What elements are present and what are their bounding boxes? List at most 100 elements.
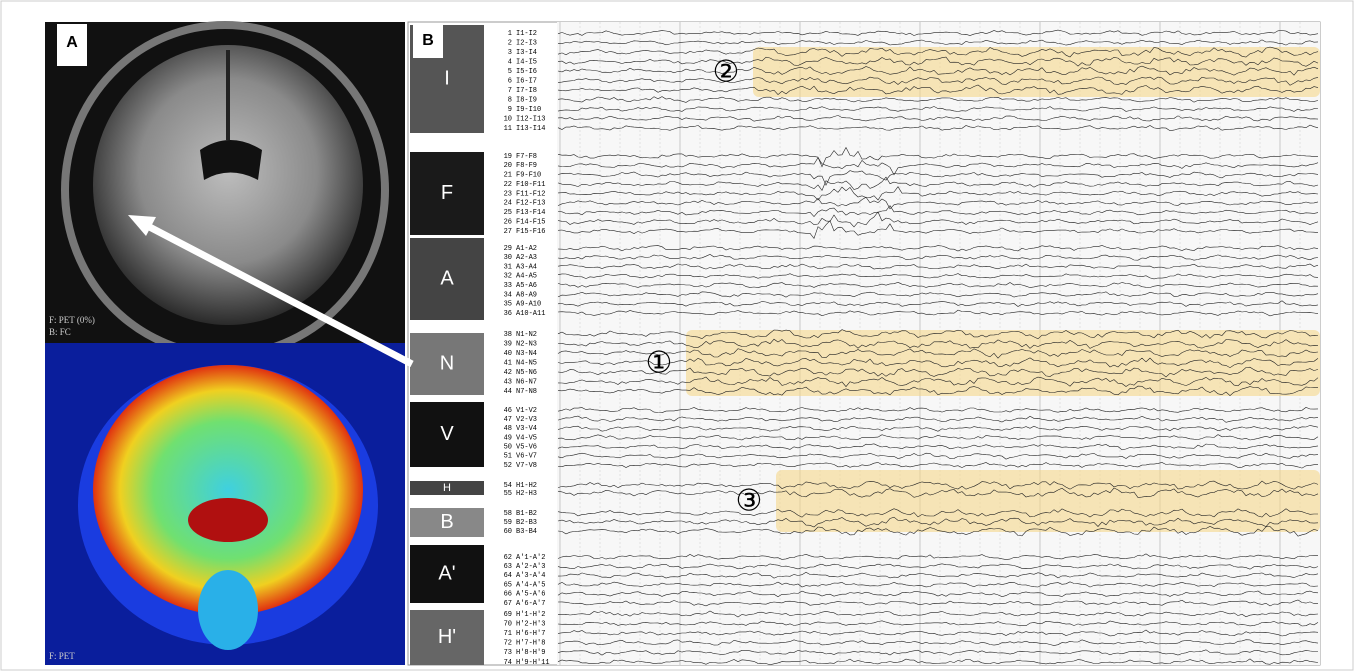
- channel-number: 25: [504, 209, 512, 217]
- channel-number: 42: [504, 369, 512, 377]
- channel-number: 23: [504, 190, 512, 198]
- channel-number: 10: [504, 115, 512, 123]
- channel-number: 52: [504, 462, 512, 470]
- group-label: N: [440, 352, 454, 374]
- channel-name: H'2-H'3: [516, 620, 545, 628]
- channel-name: F13-F14: [516, 209, 545, 217]
- channel-name: N2-N3: [516, 340, 537, 348]
- channel-number: 72: [504, 640, 512, 648]
- channel-number: 30: [504, 254, 512, 262]
- channel-name: N6-N7: [516, 378, 537, 386]
- channel-number: 20: [504, 162, 512, 170]
- channel-name: B1-B2: [516, 510, 537, 518]
- channel-name: I8-I9: [516, 96, 537, 104]
- panel-label: A: [66, 34, 78, 51]
- channel-name: I1-I2: [516, 30, 537, 38]
- channel-number: 39: [504, 340, 512, 348]
- channel-name: V1-V2: [516, 407, 537, 415]
- channel-name: I9-I10: [516, 106, 541, 114]
- channel-number: 44: [504, 388, 512, 396]
- mri-label: B: FC: [49, 327, 71, 337]
- channel-name: A'6-A'7: [516, 600, 545, 608]
- channel-number: 67: [504, 600, 512, 608]
- channel-number: 2: [508, 39, 512, 47]
- channel-number: 70: [504, 620, 512, 628]
- channel-number: 60: [504, 528, 512, 536]
- channel-name: A8-A9: [516, 291, 537, 299]
- channel-name: B3-B4: [516, 528, 537, 536]
- channel-name: I12-I13: [516, 115, 545, 123]
- channel-number: 29: [504, 245, 512, 253]
- channel-name: A'2-A'3: [516, 563, 545, 571]
- channel-name: V5-V6: [516, 444, 537, 452]
- channel-name: N7-N8: [516, 388, 537, 396]
- channel-number: 69: [504, 611, 512, 619]
- channel-number: 34: [504, 291, 512, 299]
- channel-number: 9: [508, 106, 512, 114]
- page: A F: PET (0%) B: FC F: PET I1I1-I22I2-I3…: [0, 0, 1354, 671]
- channel-number: 21: [504, 172, 512, 180]
- pet-stem: [198, 570, 258, 650]
- channel-name: F9-F10: [516, 172, 541, 180]
- channel-number: 40: [504, 350, 512, 358]
- channel-number: 4: [508, 58, 512, 66]
- channel-number: 8: [508, 96, 512, 104]
- channel-name: A5-A6: [516, 282, 537, 290]
- group-label: F: [441, 182, 453, 204]
- group-label: B: [440, 511, 453, 533]
- channel-number: 31: [504, 263, 512, 271]
- channel-number: 71: [504, 630, 512, 638]
- group-label: A': [438, 562, 455, 584]
- channel-name: A9-A10: [516, 301, 541, 309]
- channel-number: 47: [504, 416, 512, 424]
- channel-name: H'6-H'7: [516, 630, 545, 638]
- channel-name: A'1-A'2: [516, 554, 545, 562]
- channel-name: F12-F13: [516, 200, 545, 208]
- pet-label: F: PET: [49, 651, 75, 661]
- channel-number: 63: [504, 563, 512, 571]
- channel-name: A3-A4: [516, 263, 537, 271]
- marker-label: ②: [713, 55, 740, 90]
- channel-number: 66: [504, 591, 512, 599]
- channel-name: B2-B3: [516, 519, 537, 527]
- figure: A F: PET (0%) B: FC F: PET I1I1-I22I2-I3…: [0, 0, 1354, 671]
- channel-number: 74: [504, 659, 512, 667]
- group-label: H': [438, 626, 456, 648]
- channel-name: I4-I5: [516, 58, 537, 66]
- channel-name: N4-N5: [516, 359, 537, 367]
- channel-name: I3-I4: [516, 49, 537, 57]
- channel-number: 50: [504, 444, 512, 452]
- channel-name: I13-I14: [516, 125, 545, 133]
- channel-number: 73: [504, 649, 512, 657]
- pet-core: [188, 498, 268, 542]
- channel-number: 59: [504, 519, 512, 527]
- channel-name: H'8-H'9: [516, 649, 545, 657]
- channel-number: 6: [508, 77, 512, 85]
- channel-number: 62: [504, 554, 512, 562]
- channel-name: H'7-H'8: [516, 640, 545, 648]
- channel-number: 35: [504, 301, 512, 309]
- channel-name: V2-V3: [516, 416, 537, 424]
- channel-number: 41: [504, 359, 512, 367]
- highlight: [753, 47, 1320, 97]
- channel-number: 27: [504, 228, 512, 236]
- channel-number: 54: [504, 482, 512, 490]
- channel-number: 33: [504, 282, 512, 290]
- channel-number: 26: [504, 218, 512, 226]
- channel-number: 65: [504, 581, 512, 589]
- marker-label: ③: [736, 484, 763, 519]
- highlight: [776, 470, 1320, 532]
- channel-name: F15-F16: [516, 228, 545, 236]
- channel-number: 22: [504, 181, 512, 189]
- channel-name: A'4-A'5: [516, 581, 545, 589]
- channel-name: I2-I3: [516, 39, 537, 47]
- panel-label: B: [422, 32, 434, 49]
- channel-name: F14-F15: [516, 218, 545, 226]
- channel-number: 48: [504, 425, 512, 433]
- channel-number: 5: [508, 68, 512, 76]
- channel-number: 1: [508, 30, 512, 38]
- channel-number: 24: [504, 200, 512, 208]
- channel-number: 58: [504, 510, 512, 518]
- channel-name: F10-F11: [516, 181, 545, 189]
- channel-name: V6-V7: [516, 453, 537, 461]
